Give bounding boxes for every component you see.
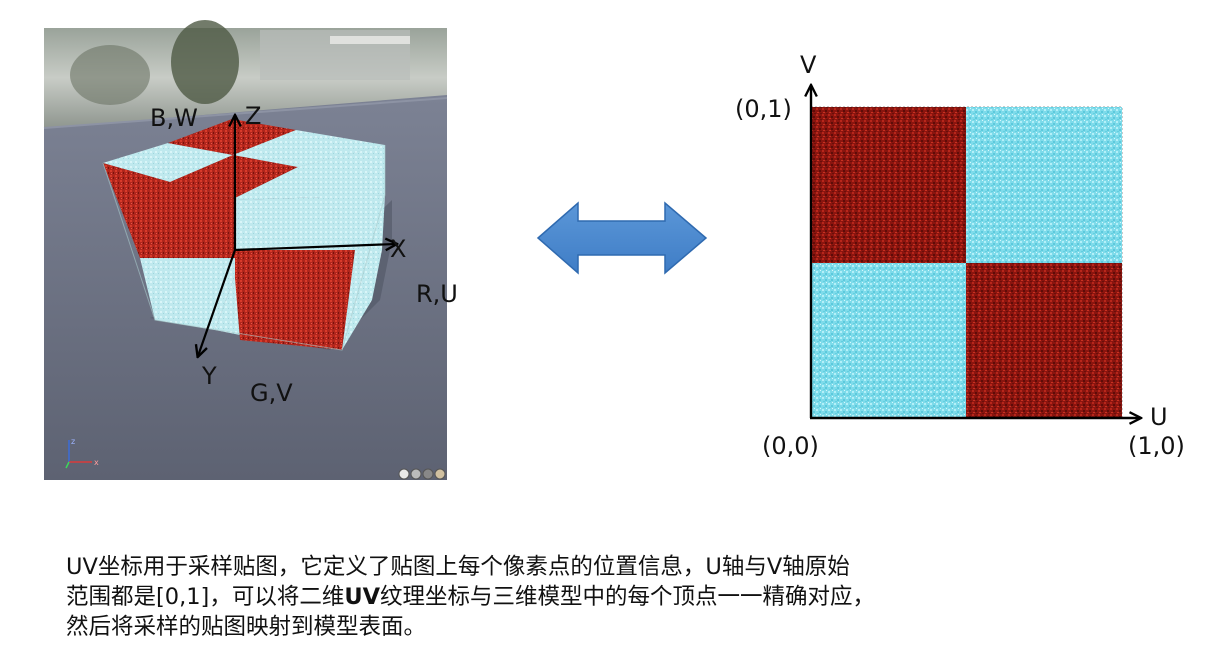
mini-z-label: z	[71, 437, 75, 446]
caption-line-2-bold: UV	[344, 584, 381, 610]
uv-map-panel: V U (0,1) (0,0) (1,0)	[735, 51, 1185, 460]
uv-quad-bottom-right-red	[966, 263, 1122, 417]
x-axis-arrow	[234, 244, 396, 250]
caption-text: UV坐标用于采样贴图，它定义了贴图上每个像素点的位置信息，U轴与V轴原始 范围都…	[66, 552, 1186, 642]
label-x: X	[390, 235, 406, 263]
label-r-u: R,U	[416, 280, 458, 308]
uv-quad-bottom-left-cyan	[811, 263, 966, 417]
label-corner-1-0: (1,0)	[1128, 432, 1185, 460]
background-bush	[70, 45, 150, 105]
label-y: Y	[201, 362, 217, 390]
label-corner-0-0: (0,0)	[762, 432, 819, 460]
background-building-stripe	[330, 36, 410, 44]
label-z: Z	[245, 102, 261, 130]
background-tree	[171, 20, 239, 104]
floor-edge	[43, 97, 448, 129]
label-corner-0-1: (0,1)	[735, 95, 792, 123]
label-v-axis: V	[800, 51, 817, 79]
label-u-axis: U	[1150, 403, 1168, 431]
mini-x-label: x	[94, 458, 99, 467]
y-axis-arrow	[198, 249, 237, 356]
cube-left-face	[103, 163, 240, 335]
material-preview-icons	[398, 468, 446, 480]
uv-quad-top-left-red	[811, 107, 966, 263]
cube-right-face	[235, 145, 385, 350]
cube-outline	[102, 145, 386, 351]
caption-line-1: UV坐标用于采样贴图，它定义了贴图上每个像素点的位置信息，U轴与V轴原始	[66, 554, 850, 580]
label-g-v: G,V	[250, 379, 293, 407]
double-arrow-icon	[536, 201, 708, 275]
scene-panel: B,W Z X R,U Y G,V z x	[43, 20, 458, 480]
caption-line-3: 然后将采样的贴图映射到模型表面。	[66, 614, 427, 640]
mini-axis-gizmo: z x	[65, 437, 99, 469]
caption-line-2-pre: 范围都是[0,1]，可以将二维	[66, 584, 345, 610]
mini-y-line	[65, 461, 70, 469]
label-b-w: B,W	[150, 104, 198, 132]
caption-line-2: 范围都是[0,1]，可以将二维UV纹理坐标与三维模型中的每个顶点一一精确对应，	[66, 582, 1186, 612]
caption-line-2-post: 纹理坐标与三维模型中的每个顶点一一精确对应，	[380, 584, 876, 610]
uv-quad-top-right-cyan	[966, 107, 1122, 263]
